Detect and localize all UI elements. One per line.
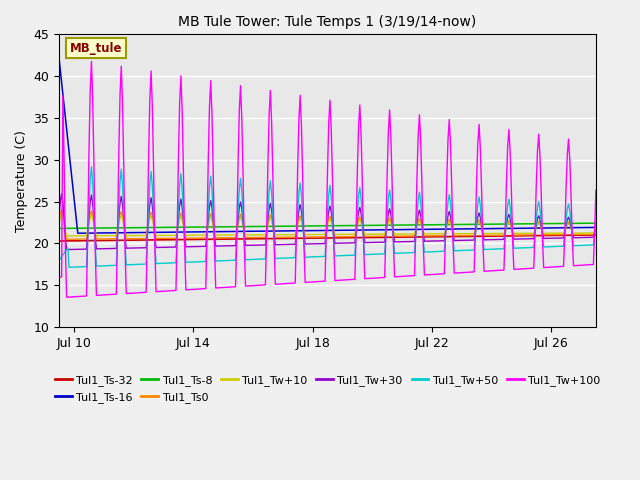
Y-axis label: Temperature (C): Temperature (C) [15, 130, 28, 232]
Text: MB_tule: MB_tule [70, 42, 122, 55]
Title: MB Tule Tower: Tule Temps 1 (3/19/14-now): MB Tule Tower: Tule Temps 1 (3/19/14-now… [179, 15, 477, 29]
Legend: Tul1_Ts-32, Tul1_Ts-16, Tul1_Ts-8, Tul1_Ts0, Tul1_Tw+10, Tul1_Tw+30, Tul1_Tw+50,: Tul1_Ts-32, Tul1_Ts-16, Tul1_Ts-8, Tul1_… [51, 371, 605, 407]
